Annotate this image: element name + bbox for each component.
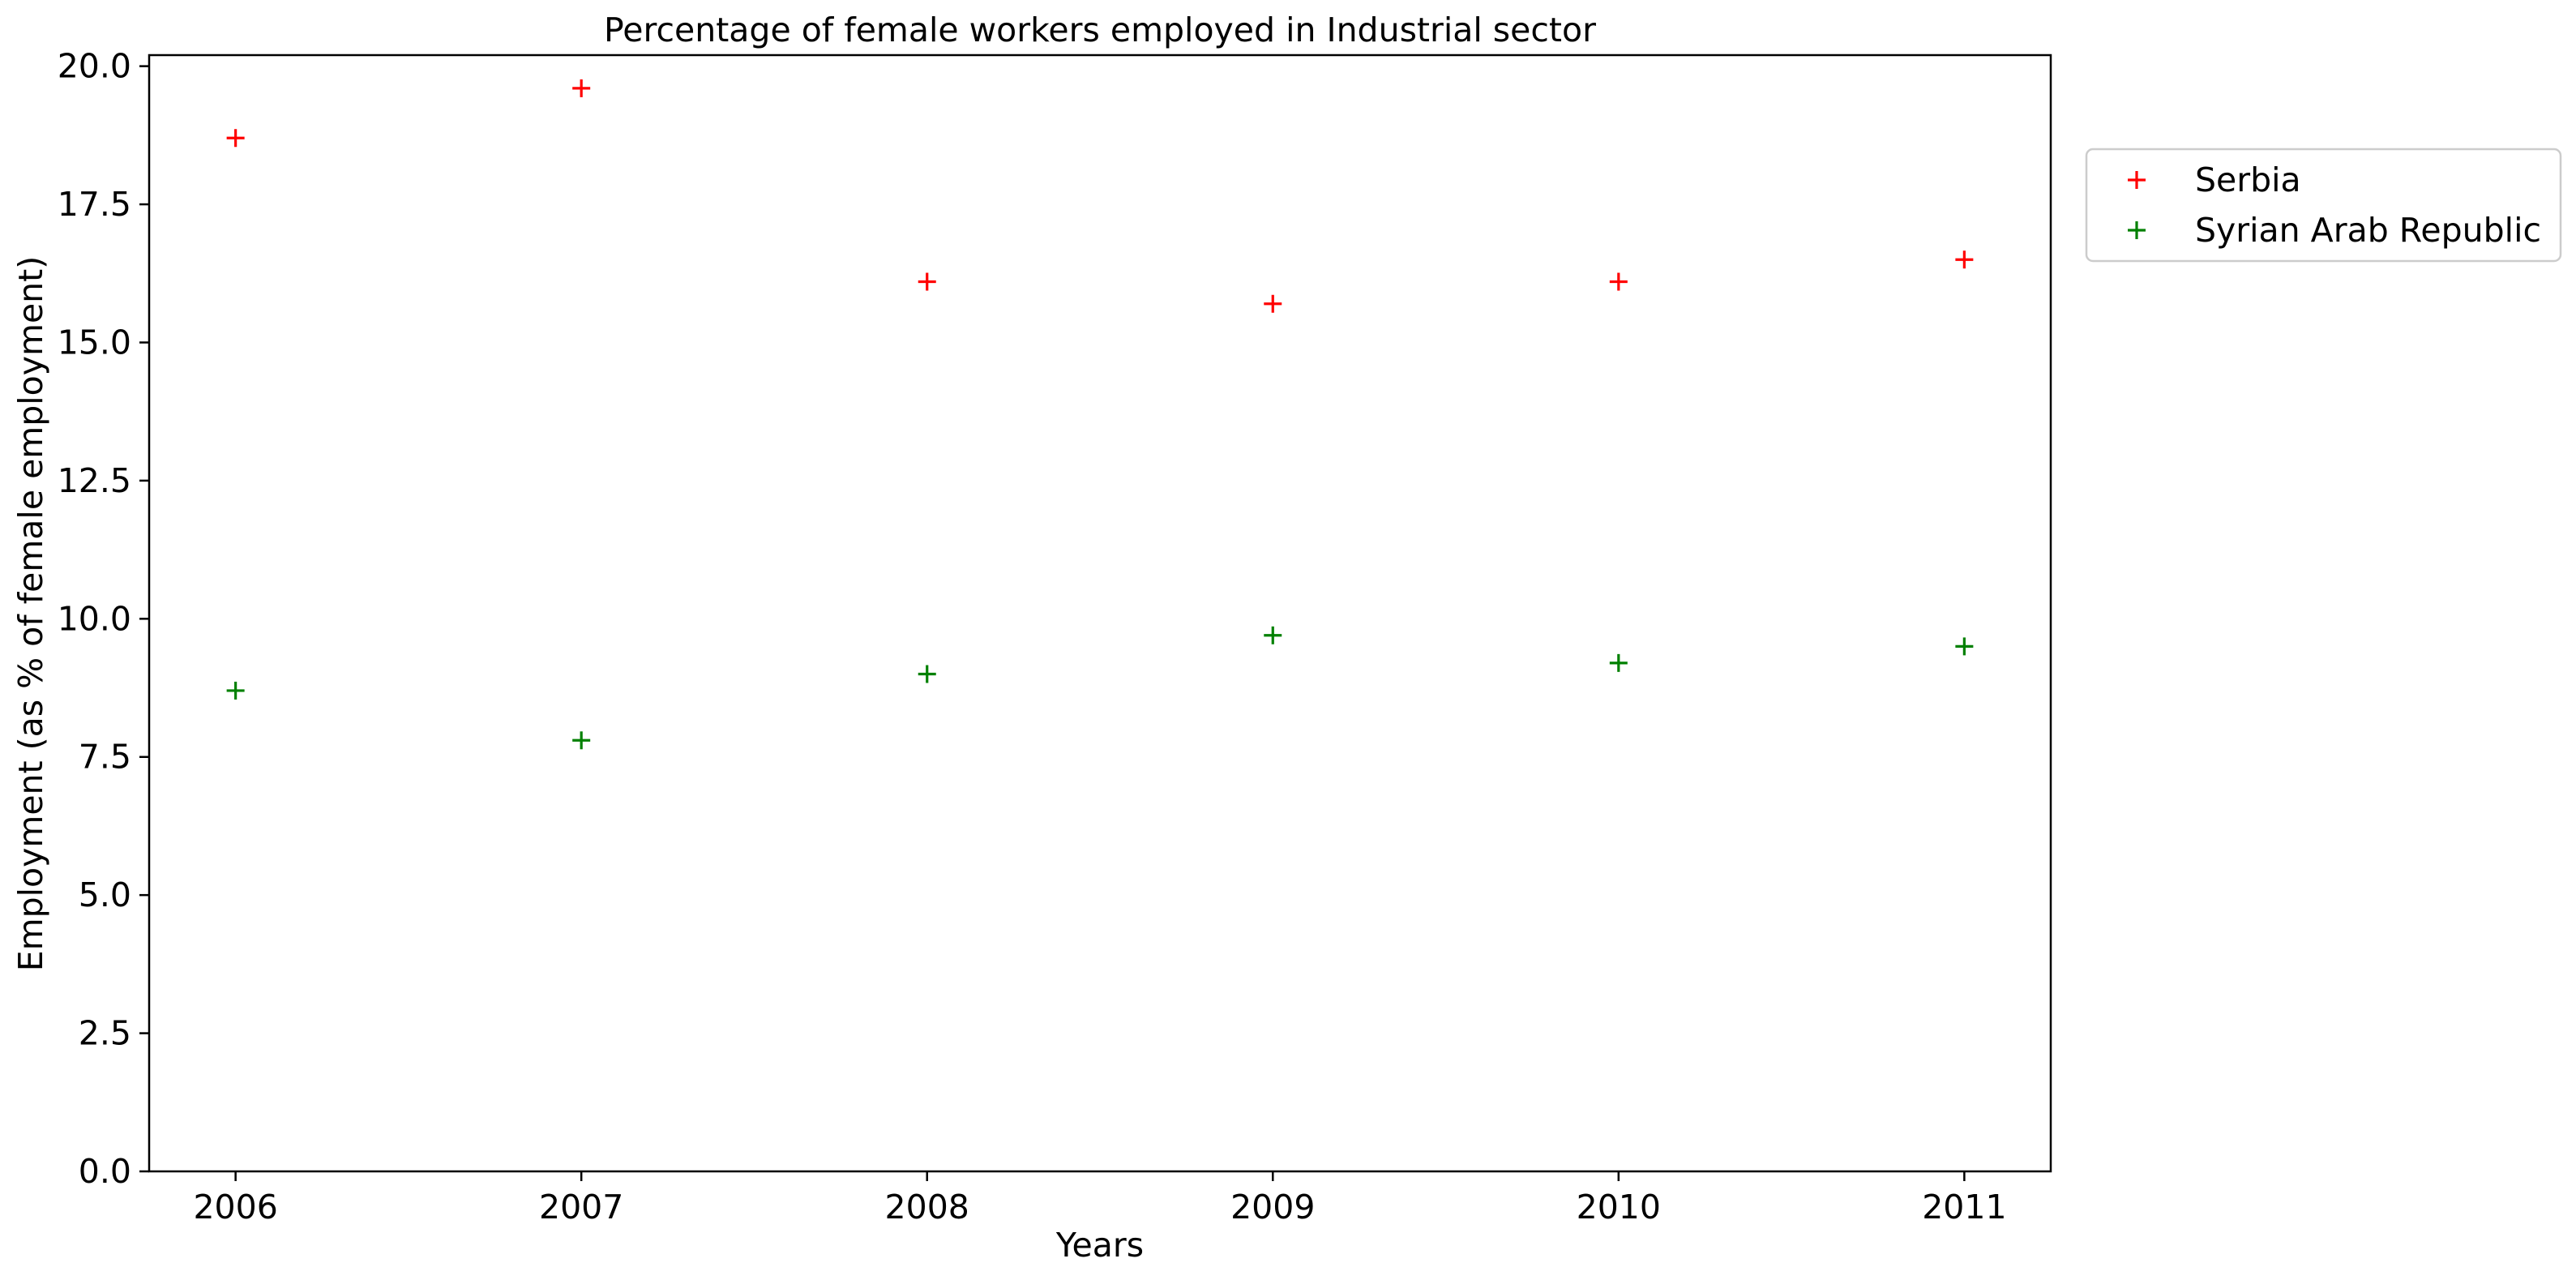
y-tick-label: 15.0: [58, 323, 131, 362]
point-serbia: [572, 79, 591, 97]
y-axis-label: Employment (as % of female employment): [11, 256, 50, 971]
y-axis-ticks: 0.0 2.5 5.0 7.5 10.0 12.5 15.0 17.5 20.0: [58, 47, 149, 1191]
point-syrian-arab-republic: [1264, 626, 1282, 644]
point-serbia: [918, 272, 936, 291]
x-tick-label: 2006: [193, 1188, 277, 1226]
legend: Serbia Syrian Arab Republic: [2085, 148, 2562, 263]
point-serbia: [226, 129, 245, 148]
point-serbia: [1609, 272, 1628, 291]
y-tick-label: 10.0: [58, 599, 131, 638]
y-tick-label: 17.5: [58, 185, 131, 224]
plot-area-frame: [148, 54, 2052, 1173]
point-serbia: [1264, 294, 1282, 313]
x-axis-ticks: 2006 2007 2008 2009 2010 2011: [193, 1171, 2007, 1226]
chart-title: Percentage of female workers employed in…: [604, 11, 1596, 49]
y-tick-label: 20.0: [58, 47, 131, 86]
y-tick-label: 0.0: [79, 1152, 131, 1191]
point-syrian-arab-republic: [1609, 653, 1628, 672]
point-syrian-arab-republic: [918, 665, 936, 683]
y-tick-label: 5.0: [79, 875, 131, 914]
point-syrian-arab-republic: [572, 731, 591, 750]
x-tick-label: 2009: [1230, 1188, 1315, 1226]
legend-label-serbia: Serbia: [2195, 161, 2301, 199]
point-serbia: [1955, 250, 1974, 269]
y-tick-label: 7.5: [79, 738, 131, 777]
x-axis-label: Years: [1055, 1226, 1144, 1265]
data-points: [226, 79, 1974, 750]
x-tick-label: 2007: [539, 1188, 623, 1226]
legend-items: Serbia Syrian Arab Republic: [2128, 161, 2541, 250]
legend-frame: [2085, 148, 2562, 263]
y-tick-label: 12.5: [58, 461, 131, 500]
y-tick-label: 2.5: [79, 1014, 131, 1053]
x-tick-label: 2008: [885, 1188, 969, 1226]
point-syrian-arab-republic: [1955, 637, 1974, 656]
x-tick-label: 2010: [1577, 1188, 1661, 1226]
legend-marker-syrian-arab-republic: [2128, 221, 2146, 239]
legend-label-syrian-arab-republic: Syrian Arab Republic: [2195, 211, 2541, 250]
point-syrian-arab-republic: [226, 681, 245, 700]
x-tick-label: 2011: [1922, 1188, 2006, 1226]
legend-marker-serbia: [2128, 171, 2146, 189]
